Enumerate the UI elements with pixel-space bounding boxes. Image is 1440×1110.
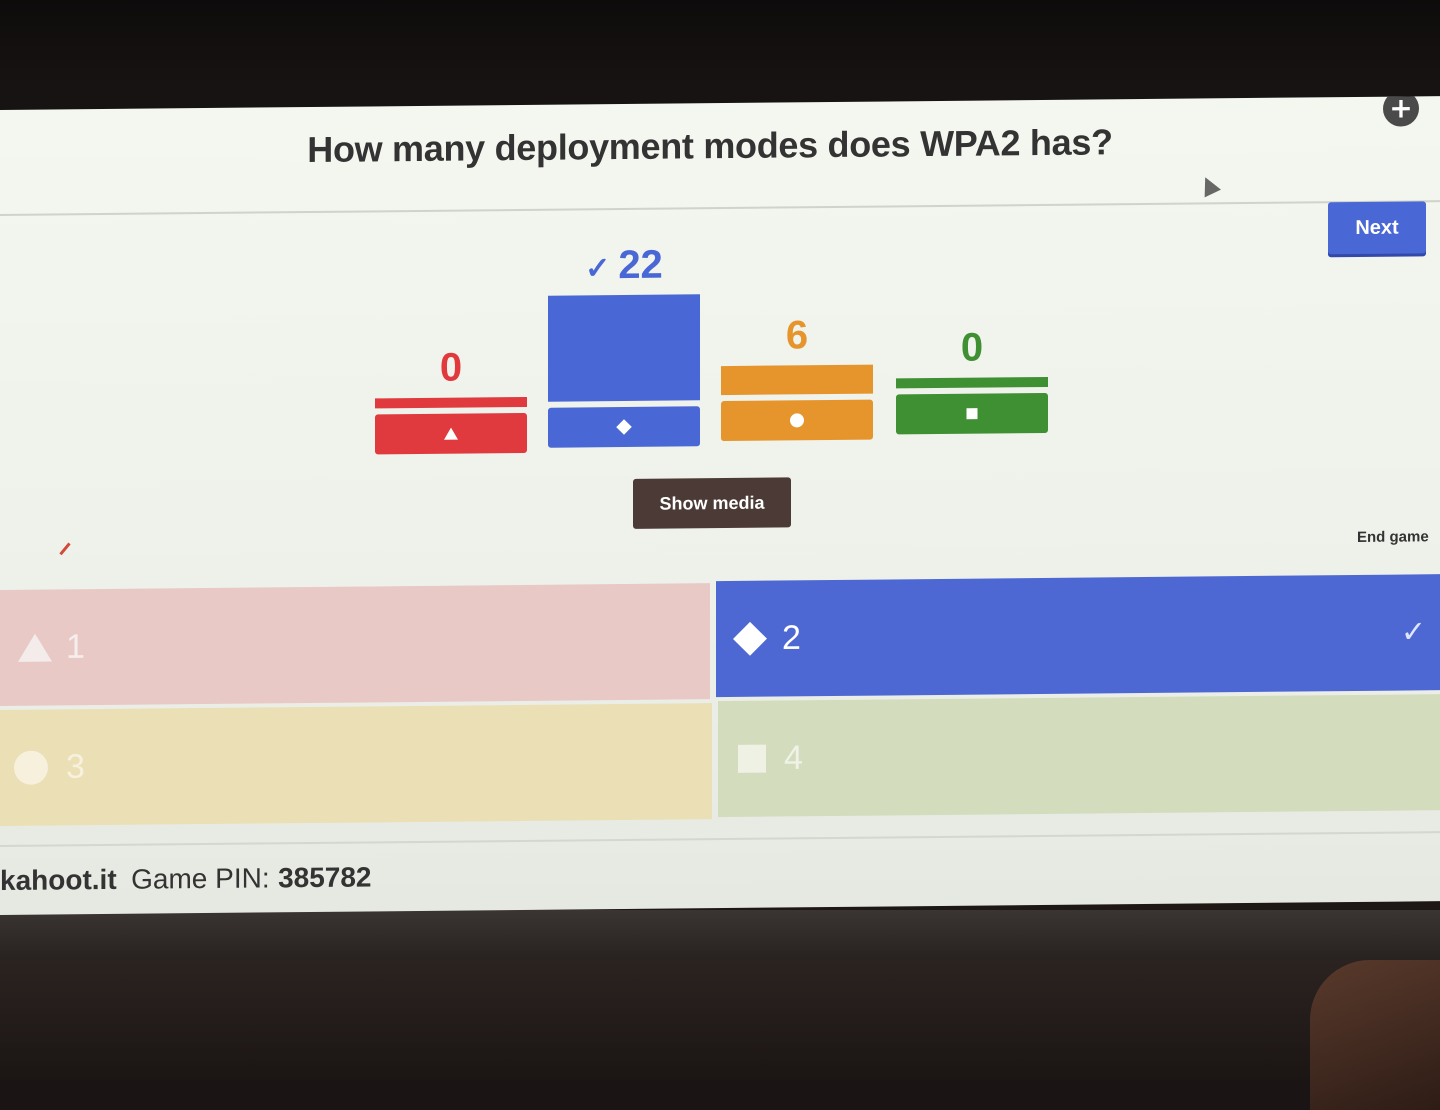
answer-label: 2: [782, 619, 801, 658]
check-icon: ✓: [585, 252, 610, 285]
circle-icon: [14, 751, 48, 785]
circle-icon: [790, 413, 804, 427]
bar-fill: [375, 397, 527, 408]
kahoot-host-screen: How many deployment modes does WPA2 has?…: [0, 96, 1440, 915]
triangle-icon: [18, 634, 52, 662]
answer-label: 1: [66, 628, 85, 667]
end-game-link[interactable]: End game: [1357, 528, 1429, 546]
answer-tile-3[interactable]: 3: [0, 703, 712, 826]
answer-grid: 1 2 ✓ 3 4: [0, 574, 1440, 830]
footer: kahoot.it Game PIN: 385782: [0, 851, 1440, 905]
bar-base: [548, 406, 700, 447]
answer-tile-2[interactable]: 2 ✓: [716, 574, 1440, 697]
answer-label: 3: [66, 748, 85, 787]
show-media-button[interactable]: Show media: [633, 477, 791, 529]
bar-count-label: 0: [896, 325, 1048, 371]
brand-logo-text: kahoot.it: [0, 864, 117, 896]
footer-divider: [0, 831, 1440, 847]
bar-count-label: ✓22: [548, 242, 700, 288]
bar-base: [896, 393, 1048, 434]
bar-count-value: 22: [618, 243, 663, 287]
bar-count-label: 6: [721, 313, 873, 359]
triangle-icon: [444, 428, 458, 440]
check-icon: ✓: [1401, 615, 1426, 650]
bar-count-value: 0: [440, 346, 462, 390]
square-icon: [967, 408, 978, 419]
diamond-icon: [733, 622, 767, 656]
bar-fill: [548, 294, 700, 401]
bar-base: [375, 413, 527, 454]
bar-count-label: 0: [375, 345, 527, 391]
bar-fill: [896, 377, 1048, 388]
room-floor: [0, 960, 1440, 1080]
audience-member: [1310, 960, 1440, 1110]
game-pin-value: 385782: [278, 861, 371, 893]
game-pin-label: Game PIN:: [131, 862, 269, 894]
square-icon: [738, 745, 766, 773]
answer-label: 4: [784, 739, 803, 778]
answer-tile-1[interactable]: 1: [0, 583, 710, 706]
answer-tile-4[interactable]: 4: [718, 694, 1440, 817]
bar-count-value: 0: [961, 326, 983, 370]
bar-base: [721, 400, 873, 441]
diamond-icon: [616, 419, 632, 435]
bar-count-value: 6: [786, 313, 808, 357]
bar-fill: [721, 365, 873, 395]
